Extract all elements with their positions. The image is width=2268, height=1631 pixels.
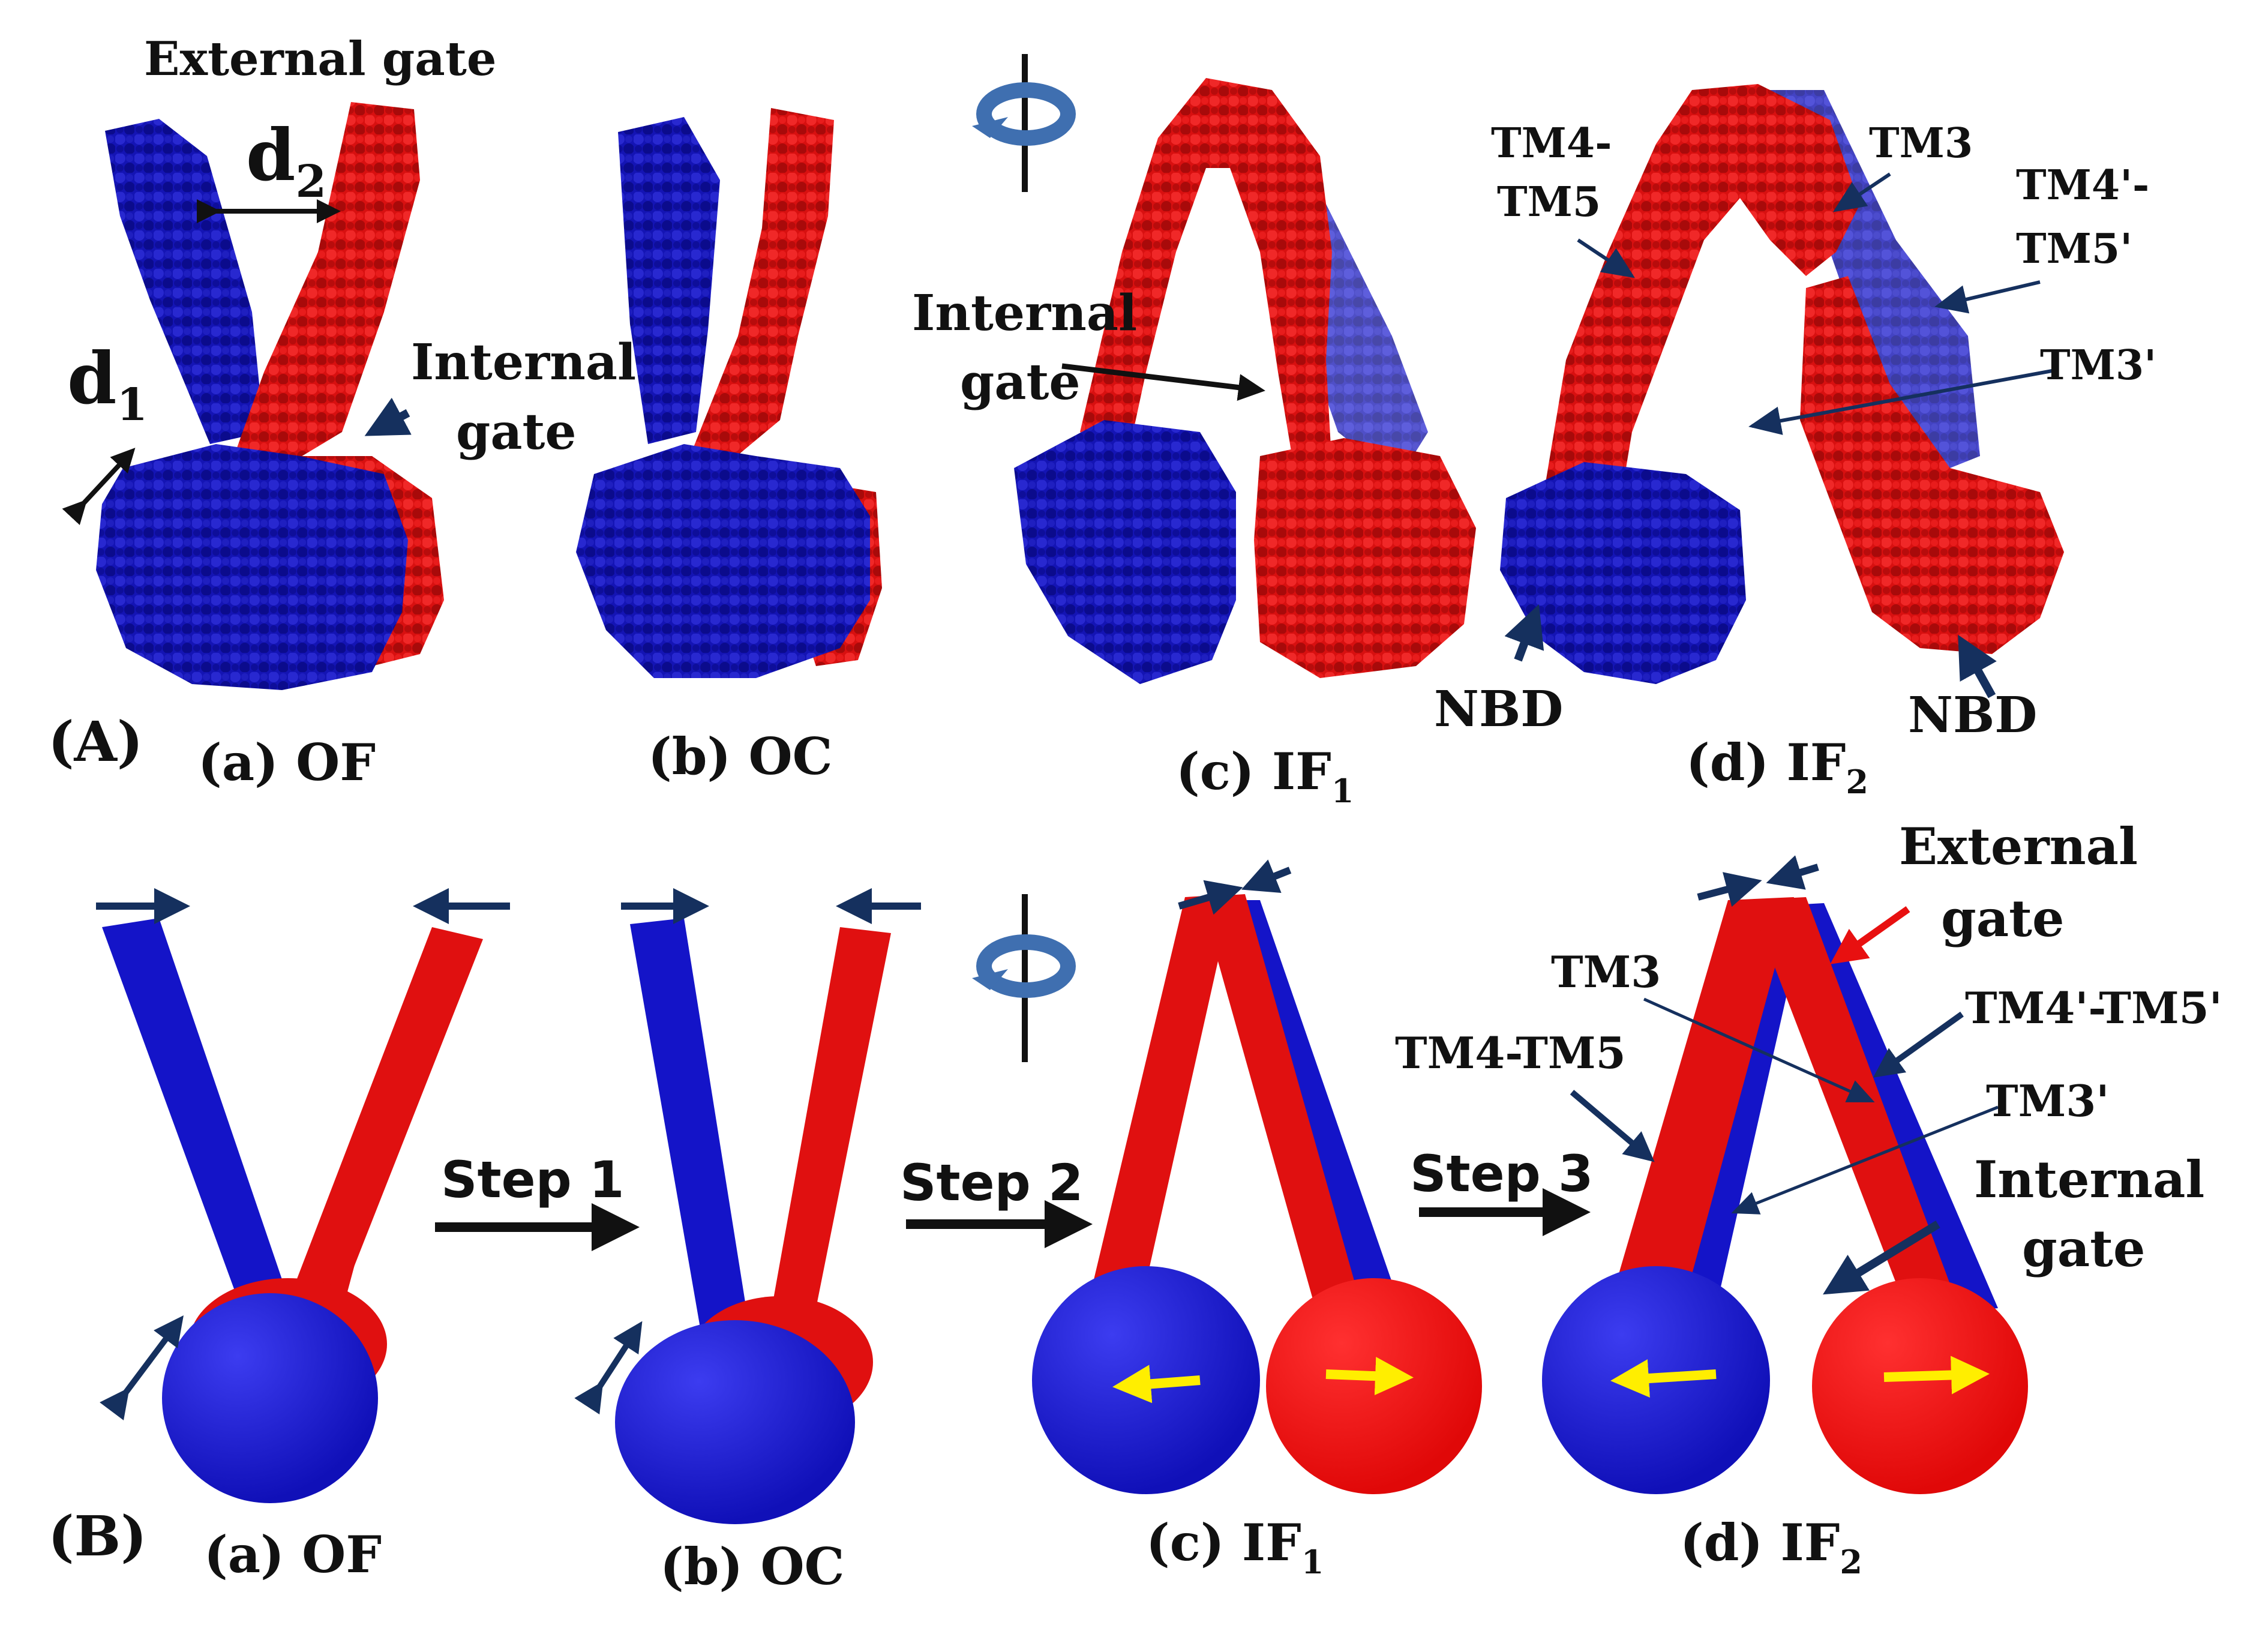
gate-arrow-if1-left [1178,880,1243,915]
internal-gate-label-b-2: gate [2022,1219,2145,1278]
gate-arrow-if2-right [1766,855,1819,890]
protein-b-oc [576,108,882,678]
step-1-label: Step 1 [441,1150,624,1209]
tm4p-tm5p-arrow-a [1934,280,2041,314]
internal-gate-arrow-a [364,397,412,436]
rotation-icon [972,54,1076,192]
tm3p-label-b: TM3' [1986,1075,2109,1126]
schematic-b-oc [615,918,891,1524]
external-gate-label-b-1: External [1899,817,2138,876]
caption-b-if1: (c) IF1 [1146,1513,1324,1581]
tm3-arrow-b [1643,997,1875,1103]
red-helix-b [690,108,834,480]
caption-a-if2: (d) IF2 [1686,733,1868,801]
internal-gate-label-a-2: gate [456,403,577,461]
internal-gate-label-b-1: Internal [1974,1150,2204,1209]
internal-gate-arrow-b [1823,1221,1940,1295]
red-nbd-d [1800,276,2064,654]
red-helix-arch-d [1536,84,1860,540]
caption-a-oc: (b) OC [648,727,833,786]
yellow-arrow-if2-left [1610,1359,1717,1398]
protein-a-of [96,102,444,690]
nbd-double-arrow-oc [574,1321,643,1415]
tm4-tm5-arrow-a [1577,238,1635,278]
blue-nbd-d [1500,462,1746,684]
caption-b-of: (a) OF [204,1525,382,1584]
tm4p-tm5p-arrow-b [1873,1011,1964,1078]
yellow-arrow-if2-right [1883,1356,1990,1395]
blue-nbd-oc [615,1320,855,1524]
rotation-icon-b [972,894,1076,1062]
tm3-label-a: TM3 [1869,119,1973,167]
tm3p-label-a: TM3' [2040,341,2156,389]
red-helix-if1-right [1200,894,1362,1314]
d1-label: d1 [67,337,148,431]
schematic-d-if2 [1542,897,2028,1494]
tm4-tm5-label-a-2: TM5 [1497,178,1601,226]
tm3p-arrow-a [1748,369,2053,435]
external-gate-label-b-2: gate [1941,889,2064,948]
caption-b-oc: (b) OC [660,1537,845,1596]
blue-nbd-c [1014,420,1236,684]
caption-a-if1: (c) IF1 [1176,742,1354,810]
tm4p-tm5p-label-b: TM4'-TM5' [1965,982,2222,1033]
internal-gate-label-c-2: gate [960,353,1081,411]
schematic-a-of [102,918,483,1503]
external-gate-label-a: External gate [144,32,496,86]
d2-label: d2 [246,113,326,208]
red-helix-if2-right [1749,897,1959,1314]
blue-helix-b [618,117,720,444]
panel-b-label: (B) [48,1504,147,1569]
red-nbd-if1 [1266,1278,1482,1494]
panel-b: Step 1 Step 2 Step 3 External gate TM3 T… [48,817,2222,1596]
protein-d-if2 [1500,84,2064,684]
red-helix-of-1 [288,927,483,1320]
red-helix-if1-left [1092,894,1233,1296]
blue-helix-if2-inner [1680,936,1800,1308]
panel-a: External gate d2 d1 Internal gate Intern… [48,32,2156,810]
tm4-tm5-label-b: TM4-TM5 [1395,1027,1626,1078]
schematic-c-if1 [1032,894,1482,1494]
red-helix-a [234,102,420,468]
step-3-label: Step 3 [1410,1144,1593,1203]
red-helix-arch-c [1080,78,1332,480]
step-2-label: Step 2 [900,1153,1083,1212]
tm4-tm5-arrow-b [1570,1090,1655,1162]
tm3-arrow-a [1833,172,1891,212]
tm3p-arrow-b [1731,1105,1999,1215]
protein-c-if1 [1014,78,1476,684]
tm3-label-b: TM3 [1551,946,1661,997]
red-nbd-if2 [1812,1278,2028,1494]
internal-gate-arrow-c [1061,363,1265,401]
red-helix-oc [768,927,891,1338]
nbd-double-arrow-of [100,1315,184,1420]
caption-b-if2: (d) IF2 [1680,1513,1862,1581]
blue-helix-a [105,119,264,444]
caption-a-of: (a) OF [198,733,376,792]
tm4-tm5-label-a-1: TM4- [1491,119,1612,167]
nbd-left-arrow [1504,604,1544,662]
yellow-arrow-if1-right [1325,1357,1414,1396]
red-helix-if2-left [1614,897,1794,1296]
nbd-right-label: NBD [1908,686,2037,744]
gate-arrow-if1-right [1241,859,1292,894]
blue-nbd-of [162,1293,378,1503]
blue-nbd-b [576,444,870,678]
panel-a-label: (A) [48,709,143,774]
internal-gate-label-c-1: Internal [912,284,1137,342]
blue-helix-of [102,918,300,1338]
external-gate-red-arrow [1830,906,1910,964]
d1-double-arrow [62,448,136,526]
nbd-right-arrow [1958,634,1997,698]
gate-arrow-if2-left [1697,872,1762,907]
blue-helix-oc [630,918,750,1338]
internal-gate-label-a-1: Internal [411,334,636,391]
yellow-arrow-if1-left [1112,1365,1201,1404]
tm4p-tm5p-label-a-1: TM4'- [2016,161,2149,209]
red-nbd-c [1254,438,1476,678]
blue-nbd-a [96,444,408,690]
nbd-left-label: NBD [1434,680,1563,738]
tm4p-tm5p-label-a-2: TM5' [2016,225,2132,273]
